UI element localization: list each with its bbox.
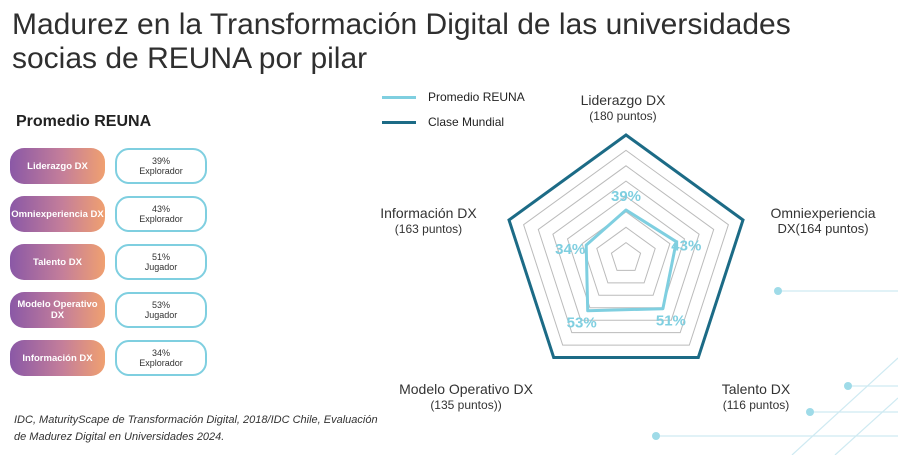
pillar-score-modelo-operativo: 53% Jugador xyxy=(115,292,207,328)
legend-promedio-swatch xyxy=(382,95,416,99)
page-title: Madurez en la Transformación Digital de … xyxy=(12,8,791,75)
pillar-level: Jugador xyxy=(144,310,178,320)
pillar-percent: 51% xyxy=(151,252,170,262)
axis-points: DX(164 puntos) xyxy=(777,221,869,236)
pillar-percent: 39% xyxy=(151,156,170,166)
pillar-pill-talento: Talento DX xyxy=(10,244,105,280)
pillar-score-informacion: 34% Explorador xyxy=(115,340,207,376)
axis-label-liderazgo: Liderazgo DX (180 puntos) xyxy=(548,92,698,124)
grid-ring xyxy=(523,149,729,346)
axis-label-informacion: Información DX (163 puntos) xyxy=(356,205,501,237)
axis-points: (180 puntos) xyxy=(589,109,657,123)
pillar-score-liderazgo: 39% Explorador xyxy=(115,148,207,184)
grid-ring xyxy=(508,134,744,358)
grid-ring xyxy=(610,241,642,271)
axis-label-talento: Talento DX (116 puntos) xyxy=(676,381,836,413)
axis-name: Modelo Operativo DX xyxy=(399,381,533,397)
axis-name: Omniexperiencia xyxy=(770,205,876,221)
legend-promedio: Promedio REUNA xyxy=(382,90,525,104)
pillar-level: Explorador xyxy=(139,166,183,176)
data-label: 34% xyxy=(555,241,585,258)
data-label: 51% xyxy=(656,313,686,330)
grid-ring xyxy=(537,165,715,334)
axis-label-modelo-operativo: Modelo Operativo DX (135 puntos)) xyxy=(376,381,556,413)
axis-points: (135 puntos)) xyxy=(430,398,502,412)
pillar-pill-liderazgo: Liderazgo DX xyxy=(10,148,105,184)
axis-points: (116 puntos) xyxy=(722,398,790,412)
pillar-pill-omniexperiencia: Omniexperiencia DX xyxy=(10,196,105,232)
source-note: IDC, MaturityScape de Transformación Dig… xyxy=(14,414,378,443)
data-label: 39% xyxy=(611,188,641,205)
legend-promedio-label: Promedio REUNA xyxy=(428,90,525,104)
axis-name: Talento DX xyxy=(721,381,791,397)
grid-ring xyxy=(581,211,671,296)
decorative-lines xyxy=(652,287,898,455)
legend-clase-label: Clase Mundial xyxy=(428,115,505,129)
axis-points: (163 puntos) xyxy=(394,222,463,236)
grid-ring xyxy=(596,226,656,284)
data-label: 43% xyxy=(671,238,701,255)
axis-name: Información DX xyxy=(380,205,477,221)
series-promedio-reuna xyxy=(584,208,678,313)
pillar-level: Explorador xyxy=(139,358,183,368)
legend-clase: Clase Mundial xyxy=(382,115,504,129)
pillar-percent: 53% xyxy=(151,300,170,310)
pillar-percent: 43% xyxy=(151,204,170,214)
pillar-level: Jugador xyxy=(144,262,178,272)
grid-ring xyxy=(552,180,700,321)
pillar-level: Explorador xyxy=(139,214,183,224)
axis-label-omniexperiencia: Omniexperiencia DX(164 puntos) xyxy=(748,205,898,237)
pillar-percent: 34% xyxy=(151,348,170,358)
left-panel-heading: Promedio REUNA xyxy=(16,113,152,130)
grid-ring xyxy=(566,195,686,309)
series-clase-mundial xyxy=(507,133,745,359)
pillar-score-omniexperiencia: 43% Explorador xyxy=(115,196,207,232)
legend-clase-swatch xyxy=(382,120,416,124)
axis-name: Liderazgo DX xyxy=(580,92,666,108)
pillar-score-talento: 51% Jugador xyxy=(115,244,207,280)
data-label: 53% xyxy=(567,315,597,332)
pillar-pill-modelo-operativo: Modelo Operativo DX xyxy=(10,292,105,328)
pillar-pill-informacion: Información DX xyxy=(10,340,105,376)
